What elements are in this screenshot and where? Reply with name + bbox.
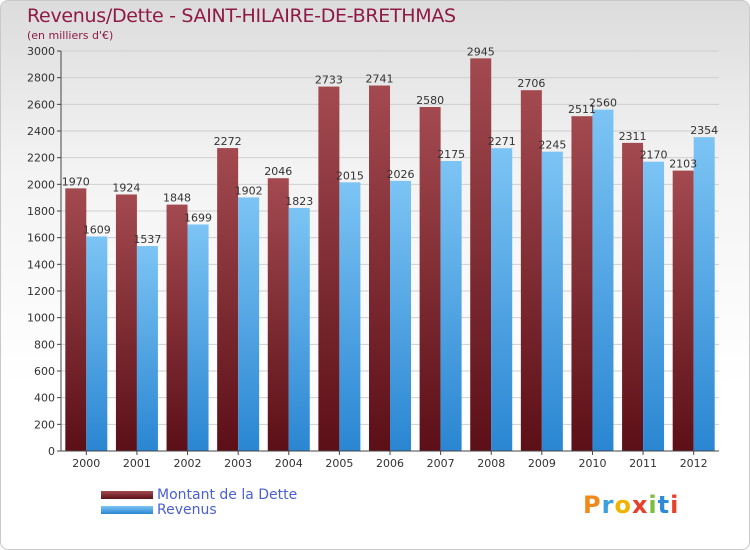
- chart-title: Revenus/Dette - SAINT-HILAIRE-DE-BRETHMA…: [27, 5, 456, 27]
- data-label-revenus: 1823: [285, 195, 313, 208]
- data-label-dette: 1848: [163, 192, 191, 205]
- x-tick-label: 2010: [578, 457, 606, 470]
- bar-dette: [470, 58, 492, 451]
- y-tick-label: 1800: [27, 205, 55, 218]
- bar-dette: [267, 178, 289, 451]
- bar-revenus: [187, 224, 209, 451]
- bar-revenus: [390, 180, 411, 451]
- x-tick-label: 2001: [123, 457, 151, 470]
- bar-dette: [369, 85, 390, 452]
- data-label-dette: 2741: [366, 73, 394, 86]
- bar-dette: [571, 116, 593, 451]
- data-label-revenus: 2245: [538, 139, 566, 152]
- legend-swatch-revenus: [101, 505, 153, 514]
- legend-label-revenus: Revenus: [157, 501, 217, 518]
- bar-dette: [217, 148, 239, 452]
- bar-revenus: [86, 236, 108, 451]
- data-label-dette: 1924: [112, 181, 140, 194]
- x-tick-label: 2003: [224, 457, 252, 470]
- bar-dette: [65, 188, 87, 452]
- data-label-revenus: 2170: [640, 149, 668, 162]
- y-tick-label: 2400: [27, 125, 55, 138]
- data-label-revenus: 2354: [690, 124, 718, 137]
- x-tick-label: 2006: [376, 457, 404, 470]
- bar-revenus: [643, 161, 665, 451]
- x-tick-label: 2004: [275, 457, 303, 470]
- legend-swatch-dette: [101, 490, 153, 499]
- data-label-dette: 2311: [619, 130, 647, 143]
- bar-revenus: [136, 246, 158, 451]
- y-tick-label: 600: [34, 365, 55, 378]
- bar-revenus: [238, 197, 260, 451]
- legend-label-dette: Montant de la Dette: [157, 486, 298, 503]
- data-label-dette: 2511: [568, 103, 596, 116]
- y-tick-label: 2000: [27, 178, 55, 191]
- bar-revenus: [491, 148, 513, 451]
- data-label-dette: 2046: [264, 165, 292, 178]
- bar-dette: [166, 204, 188, 451]
- y-tick-label: 3000: [27, 45, 55, 58]
- bar-dette: [419, 107, 441, 451]
- y-tick-label: 0: [48, 445, 55, 458]
- bar-dette: [115, 194, 137, 451]
- y-tick-label: 200: [34, 418, 55, 431]
- data-label-dette: 2706: [517, 77, 545, 90]
- x-tick-label: 2012: [680, 457, 708, 470]
- y-tick-label: 1400: [27, 258, 55, 271]
- data-label-revenus: 1537: [133, 233, 161, 246]
- y-tick-label: 2600: [27, 98, 55, 111]
- bars: [65, 58, 715, 452]
- y-tick-label: 1000: [27, 312, 55, 325]
- bar-revenus: [440, 161, 462, 451]
- data-label-dette: 2733: [315, 74, 343, 87]
- y-tick-label: 1200: [27, 285, 55, 298]
- x-tick-label: 2008: [477, 457, 505, 470]
- data-label-revenus: 2015: [336, 169, 364, 182]
- legend-item-revenus: Revenus: [101, 501, 297, 518]
- axes: 0 200 400 600 800 1000 1200 1400 1600 1800 2000 220…: [27, 45, 719, 470]
- bar-revenus: [592, 109, 614, 452]
- data-label-dette: 1970: [62, 175, 90, 188]
- legend: Montant de la Dette Revenus: [101, 486, 298, 518]
- x-tick-label: 2005: [325, 457, 353, 470]
- x-tick-label: 2009: [528, 457, 556, 470]
- data-label-revenus: 2560: [589, 97, 617, 110]
- data-label-revenus: 2026: [387, 168, 415, 181]
- bar-revenus: [288, 207, 310, 451]
- data-label-dette: 2272: [214, 135, 242, 148]
- y-tick-label: 2200: [27, 152, 55, 165]
- data-label-dette: 2945: [467, 45, 495, 58]
- x-tick-label: 2000: [72, 457, 100, 470]
- data-label-revenus: 2175: [437, 148, 465, 161]
- bar-dette: [318, 86, 340, 451]
- bar-dette: [520, 90, 542, 451]
- x-tick-label: 2002: [174, 457, 202, 470]
- chart-subtitle: (en milliers d'€): [27, 29, 114, 42]
- data-label-revenus: 1699: [184, 211, 212, 224]
- proxiti-logo: Proxiti: [583, 491, 680, 519]
- y-tick-label: 800: [34, 338, 55, 351]
- data-label-revenus: 2271: [488, 135, 516, 148]
- y-tick-label: 400: [34, 392, 55, 405]
- y-tick-label: 1600: [27, 232, 55, 245]
- bar-dette: [672, 170, 694, 451]
- x-tick-label: 2011: [629, 457, 657, 470]
- data-label-dette: 2580: [416, 94, 444, 107]
- y-tick-label: 2800: [27, 72, 55, 85]
- bar-revenus: [541, 151, 563, 451]
- bar-revenus: [693, 137, 715, 451]
- data-label-dette: 2103: [669, 158, 697, 171]
- bar-revenus: [339, 182, 361, 452]
- data-label-revenus: 1902: [235, 184, 263, 197]
- legend-item-dette: Montant de la Dette: [101, 486, 298, 503]
- data-label-revenus: 1609: [83, 223, 111, 236]
- x-tick-label: 2007: [427, 457, 455, 470]
- bar-dette: [622, 142, 644, 451]
